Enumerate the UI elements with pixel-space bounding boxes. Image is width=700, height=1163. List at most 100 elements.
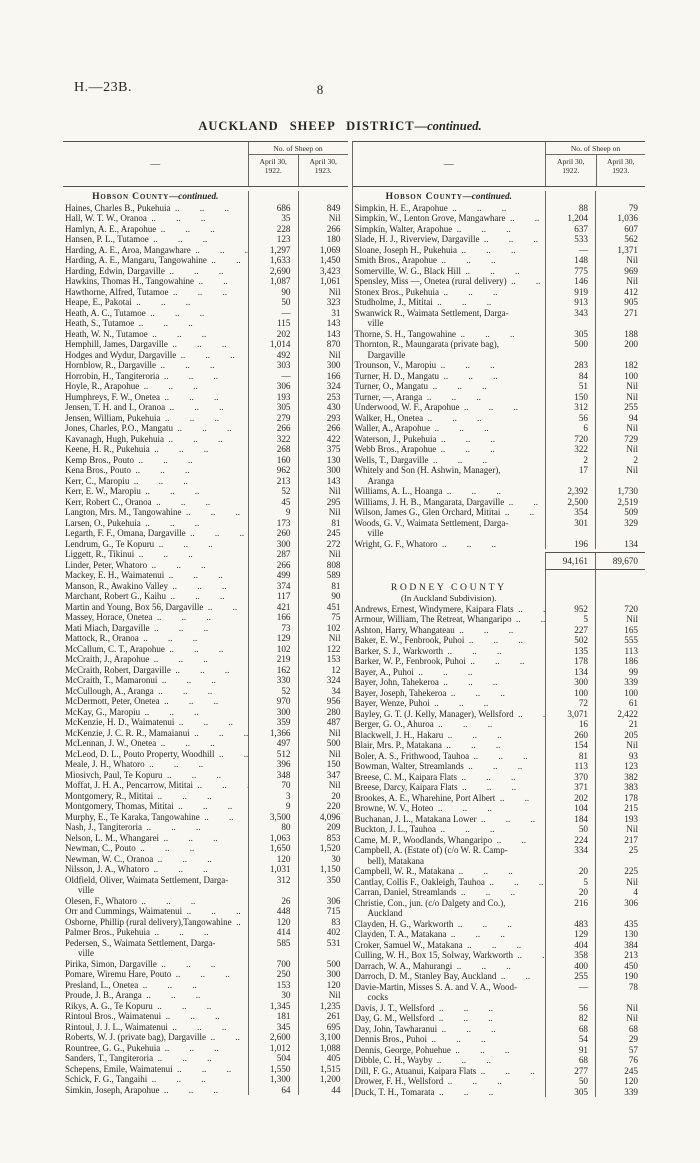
owner-name-text: Kemp Bros., Pouto	[65, 454, 135, 465]
sheep-count-1922	[247, 191, 298, 203]
owner-name: Waller, A., Arapohue	[353, 423, 546, 434]
sheep-count-1922: —	[545, 981, 595, 1003]
leader-dots	[453, 919, 545, 930]
sheep-count-1923: 509	[595, 507, 645, 518]
owner-name: Haines, Charles B., Pukehuia	[63, 203, 248, 214]
leader-dots	[476, 814, 545, 825]
sheep-count-1923: 1,069	[297, 244, 348, 255]
table-row: Culling, W. H., Box 15, Solway, Warkwort…	[353, 950, 646, 961]
owner-name-text: Moffat, J. H. A., Pencarrow, Mititai	[65, 780, 193, 790]
owner-name: Newman, W. C., Oranoa	[63, 854, 248, 865]
owner-name-text: Pirika, Simon, Dargaville	[65, 958, 157, 969]
owner-name-text: Spensley, Miss —, Onetea (rural delivery…	[354, 276, 507, 286]
owner-name: Browne, W. V., Hoteo	[353, 803, 546, 814]
owner-name-text: Mati Miach, Dargaville	[65, 622, 150, 633]
leader-dots	[437, 434, 545, 445]
sheep-count-1923: 1,150	[297, 864, 348, 875]
leader-dots	[190, 728, 248, 739]
sheep-count-1922: 1,650	[247, 843, 298, 854]
sheep-count-1922: 255	[545, 971, 595, 982]
table-row: Hawkins, Thomas H., Tangowahine 1,0871,06…	[63, 276, 348, 287]
sheep-count-1923: 12	[297, 664, 348, 675]
col-header-april-1922: April 30, 1922.	[259, 157, 287, 175]
owner-name-text: Hoyle, R., Arapohue	[65, 381, 140, 391]
owner-name: Murphy, E., Te Karaka, Tangowahine	[63, 812, 248, 823]
owner-name: Jensen, William, Pukehuia	[63, 413, 248, 424]
sheep-count-1923: 323	[297, 297, 348, 308]
sheep-count-1922: 2,690	[247, 265, 298, 276]
owner-name-text: Somerville, W. G., Black Hill	[354, 265, 462, 276]
leader-dots	[171, 969, 247, 980]
owner-name: Martin and Young, Box 56, Dargaville	[63, 602, 248, 613]
owner-name-text: McCullough, A., Aranga	[65, 685, 154, 696]
sheep-count-1922: 2,392	[545, 486, 595, 497]
leader-dots	[446, 929, 545, 940]
sheep-count-1922: 312	[247, 874, 298, 896]
owner-name: Nash, J., Tangiteroria	[63, 822, 248, 833]
leader-dots	[157, 675, 247, 686]
leader-dots	[153, 854, 247, 865]
leader-dots	[437, 255, 545, 266]
leader-dots	[476, 1066, 545, 1077]
owner-name-text: Hornblow, R., Dargaville	[65, 360, 156, 370]
sheep-count-1923: Nil	[595, 614, 645, 625]
owner-name-text: Thorne, S. H., Tangowahine	[354, 328, 456, 339]
owner-name-text: Bowman, Walter, Streamlands	[354, 761, 464, 771]
table-row: Darroch, D. M., Stanley Bay, Auckland 255…	[353, 971, 646, 982]
col-header-april-1922: April 30, 1922.	[557, 157, 585, 175]
sheep-count-1922: 35	[247, 213, 298, 224]
owner-name: Rikys, A. G., Te Kopuru	[63, 1001, 248, 1012]
owner-name: RODNEY COUNTY	[353, 582, 546, 594]
sheep-count-1923: 1,520	[297, 843, 348, 854]
sheep-count-1922: 1,204	[545, 213, 595, 224]
leader-dots	[160, 413, 247, 424]
leader-dots	[140, 707, 247, 718]
sheep-count-1922: 51	[545, 381, 595, 392]
sheep-count-1923: 729	[595, 433, 645, 444]
owner-name: Proude, J. B., Aranga	[63, 990, 248, 1001]
owner-name-text: Boler, A. S., Frithwood, Tauhoa	[354, 750, 470, 761]
sheep-count-1923: 1,235	[297, 1000, 348, 1011]
sheep-count-1923: 266	[297, 423, 348, 434]
sheep-count-1922: 1,345	[247, 1000, 298, 1011]
leader-dots	[145, 759, 248, 770]
owner-name: Nelson, L. M., Whangarei	[63, 833, 248, 844]
owner-name-text: Dill, F. G., Atuanui, Kaipara Flats	[354, 1065, 477, 1076]
owner-name: McKenzie, J. C. R. R., Mamaianui	[63, 728, 248, 739]
sheep-count-1923: 450	[595, 960, 645, 971]
sheep-count-1922: 720	[545, 433, 595, 444]
sheep-count-1923: 130	[297, 454, 348, 465]
sheep-count-1922: 1,031	[247, 864, 298, 875]
sheep-count-1922: 952	[545, 603, 595, 614]
sheep-count-1923: 853	[297, 832, 348, 843]
owner-name: McLeod, D. L., Pouto Property, Woodhill	[63, 749, 248, 760]
owner-name-text: Hansen, P. L., Tutamoe	[65, 234, 149, 244]
owner-name: Schick, F. G., Tangaihi	[63, 1074, 248, 1085]
sheep-count-1923: 255	[595, 402, 645, 413]
sheep-count-1923: 324	[297, 381, 348, 392]
owner-name: Kerr, Robert C., Oranoa	[63, 497, 248, 508]
sheep-count-1922: 970	[247, 696, 298, 707]
owner-name-text: Orr and Cummings, Waimatenui	[65, 906, 183, 916]
owner-name-text: Pomare, Wiremu Hare, Pouto	[65, 969, 172, 979]
owner-name: Berger, G. O., Ahuroa	[353, 719, 546, 730]
owner-name-text: McKay, G., Maropiu	[65, 706, 141, 717]
owner-name: Clayden, T. A., Matakana	[353, 929, 546, 940]
owner-name: Carran, Daniel, Streamlands	[353, 887, 546, 898]
sheep-count-1922: 50	[545, 824, 595, 835]
sheep-count-1923: Nil	[297, 748, 348, 759]
sheep-count-1923: 113	[595, 645, 645, 656]
